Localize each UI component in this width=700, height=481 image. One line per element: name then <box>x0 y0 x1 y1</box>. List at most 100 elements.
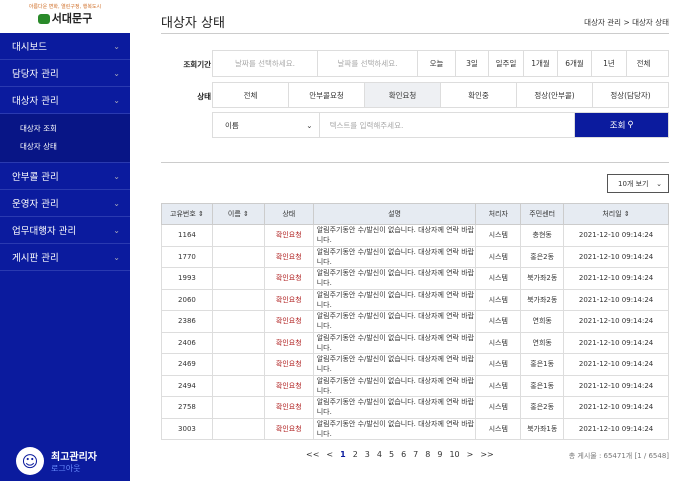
chevron-down-icon: ⌄ <box>113 171 120 181</box>
page-link[interactable]: 7 <box>413 450 419 459</box>
table-cell: 홍은1동 <box>520 353 565 376</box>
table-cell: 2758 <box>161 396 213 419</box>
table-row[interactable]: 2469 확인요청 알림주기동안 수/발신이 없습니다. 대상자께 연락 바랍니다.… <box>161 353 669 376</box>
table-cell: 연희동 <box>520 331 565 354</box>
end-date-input[interactable]: 날짜를 선택하세요. <box>318 51 418 76</box>
page-size-select[interactable]: 10개 보기 ⌄ <box>607 174 669 193</box>
table-cell: 2021-12-10 09:14:24 <box>563 245 669 268</box>
chevron-down-icon: ⌄ <box>656 179 662 188</box>
search-input[interactable]: 텍스트를 입력해주세요. <box>320 113 576 137</box>
sidebar-item[interactable]: 대상자 관리 ⌄ <box>0 87 130 114</box>
chevron-down-icon: ⌄ <box>113 68 120 78</box>
period-button[interactable]: 1년 <box>592 51 627 76</box>
table-cell: 북가좌1동 <box>520 417 565 440</box>
breadcrumb: 대상자 관리 > 대상자 상태 <box>584 18 669 27</box>
table-row[interactable]: 2406 확인요청 알림주기동안 수/발신이 없습니다. 대상자께 연락 바랍니다.… <box>161 331 669 354</box>
sidebar-item[interactable]: 대시보드 ⌄ <box>0 33 130 60</box>
table-cell: 시스템 <box>475 331 522 354</box>
search-button[interactable]: 조회 ⚲ <box>575 113 668 137</box>
table-cell <box>211 224 265 247</box>
table-row[interactable]: 2758 확인요청 알림주기동안 수/발신이 없습니다. 대상자께 연락 바랍니다.… <box>161 396 669 419</box>
table-cell: 연희동 <box>520 310 565 333</box>
sidebar-item-label: 업무대행자 관리 <box>12 226 77 237</box>
user-profile: ☺ 최고관리자 로그아웃 <box>16 447 97 475</box>
table-cell: 확인요청 <box>263 310 314 333</box>
table-cell: 3003 <box>161 417 213 440</box>
page-link[interactable]: 4 <box>376 450 382 459</box>
page-link[interactable]: 8 <box>425 450 431 459</box>
table-row[interactable]: 2494 확인요청 알림주기동안 수/발신이 없습니다. 대상자께 연락 바랍니다.… <box>161 374 669 397</box>
sidebar-item[interactable]: 게시판 관리 ⌄ <box>0 244 130 271</box>
table-cell: 1770 <box>161 245 213 268</box>
period-button[interactable]: 전체 <box>636 59 651 68</box>
table-cell: 북가좌2동 <box>520 288 565 311</box>
status-button[interactable]: 확인중 <box>441 83 517 107</box>
page-link[interactable]: 5 <box>388 450 395 459</box>
table-row[interactable]: 1993 확인요청 알림주기동안 수/발신이 없습니다. 대상자께 연락 바랍니다.… <box>161 267 669 290</box>
column-header[interactable]: 고유번호 ⇕ <box>161 203 213 225</box>
sidebar-subitem[interactable]: 대상자 조회 <box>20 124 57 133</box>
column-header[interactable]: 처리일 ⇕ <box>563 203 669 225</box>
table-cell <box>211 417 265 440</box>
table-cell: 시스템 <box>475 224 522 247</box>
status-button[interactable]: 안부콜요청 <box>289 83 365 107</box>
page-link[interactable]: << <box>306 450 320 459</box>
period-button[interactable]: 일주일 <box>489 51 524 76</box>
table-cell: 알림주기동안 수/발신이 없습니다. 대상자께 연락 바랍니다. <box>312 267 477 290</box>
start-date-input[interactable]: 날짜를 선택하세요. <box>213 51 318 76</box>
table-row[interactable]: 2060 확인요청 알림주기동안 수/발신이 없습니다. 대상자께 연락 바랍니다.… <box>161 288 669 311</box>
period-button[interactable]: 6개월 <box>558 51 592 76</box>
chevron-down-icon: ⌄ <box>113 95 120 105</box>
table-cell: 시스템 <box>475 288 522 311</box>
status-button[interactable]: 확인요청 <box>365 83 441 107</box>
table-cell: 확인요청 <box>263 224 314 247</box>
field-select[interactable]: 이름 ⌄ <box>213 113 320 137</box>
page-link[interactable]: 2 <box>352 450 358 459</box>
table-cell: 확인요청 <box>263 353 314 376</box>
period-button[interactable]: 1개월 <box>524 51 558 76</box>
table-cell: 알림주기동안 수/발신이 없습니다. 대상자께 연락 바랍니다. <box>312 417 477 440</box>
table-cell <box>211 331 265 354</box>
table-row[interactable]: 3003 확인요청 알림주기동안 수/발신이 없습니다. 대상자께 연락 바랍니다.… <box>161 417 669 440</box>
page-title: 대상자 상태 <box>161 16 225 31</box>
table-row[interactable]: 1164 확인요청 알림주기동안 수/발신이 없습니다. 대상자께 연락 바랍니다.… <box>161 224 669 247</box>
table-cell: 시스템 <box>475 267 522 290</box>
table-row[interactable]: 1770 확인요청 알림주기동안 수/발신이 없습니다. 대상자께 연락 바랍니다.… <box>161 245 669 268</box>
table-cell: 시스템 <box>475 310 522 333</box>
divider <box>161 33 669 34</box>
status-button[interactable]: 정상(담당자) <box>610 90 651 100</box>
column-header[interactable]: 이름 ⇕ <box>211 203 265 225</box>
sidebar-subitem[interactable]: 대상자 상태 <box>20 142 57 151</box>
status-button[interactable]: 정상(안부콜) <box>517 83 593 107</box>
table-cell: 1164 <box>161 224 213 247</box>
page-link[interactable]: 3 <box>364 450 370 459</box>
sidebar-item[interactable]: 안부콜 관리 ⌄ <box>0 163 130 190</box>
chevron-down-icon: ⌄ <box>113 252 120 262</box>
period-button[interactable]: 오늘 <box>418 51 456 76</box>
table-cell: 북가좌2동 <box>520 267 565 290</box>
page-link[interactable]: 10 <box>449 450 460 459</box>
logout-link[interactable]: 로그아웃 <box>51 464 81 473</box>
page-link[interactable]: >> <box>480 450 494 459</box>
period-filter: 날짜를 선택하세요. 날짜를 선택하세요. 오늘 3일 일주일 1개월 6개월 1년 전체 <box>212 50 669 77</box>
table-row[interactable]: 2386 확인요청 알림주기동안 수/발신이 없습니다. 대상자께 연락 바랍니다.… <box>161 310 669 333</box>
table-cell: 시스템 <box>475 396 522 419</box>
page-link[interactable]: < <box>326 450 334 459</box>
sidebar-item[interactable]: 운영자 관리 ⌄ <box>0 190 130 217</box>
column-header: 처리자 <box>475 203 522 225</box>
status-button[interactable]: 전체 <box>213 83 289 107</box>
table-cell <box>211 310 265 333</box>
table-cell: 알림주기동안 수/발신이 없습니다. 대상자께 연락 바랍니다. <box>312 396 477 419</box>
page-link[interactable]: 6 <box>401 450 407 459</box>
period-label: 조회기간 <box>183 60 211 69</box>
period-button[interactable]: 3일 <box>456 51 489 76</box>
table-cell: 충현동 <box>520 224 565 247</box>
table-cell: 2469 <box>161 353 213 376</box>
page-link[interactable]: > <box>466 450 474 459</box>
page-link[interactable]: 9 <box>437 450 443 459</box>
sidebar-item[interactable]: 업무대행자 관리 ⌄ <box>0 217 130 244</box>
search-row: 이름 ⌄ 텍스트를 입력해주세요. 조회 ⚲ <box>212 112 669 138</box>
logo[interactable]: 아름다운 변화, 열린구정, 행복도시 서대문구 <box>0 0 130 33</box>
page-link[interactable]: 1 <box>340 450 346 459</box>
sidebar-item[interactable]: 담당자 관리 ⌄ <box>0 60 130 87</box>
